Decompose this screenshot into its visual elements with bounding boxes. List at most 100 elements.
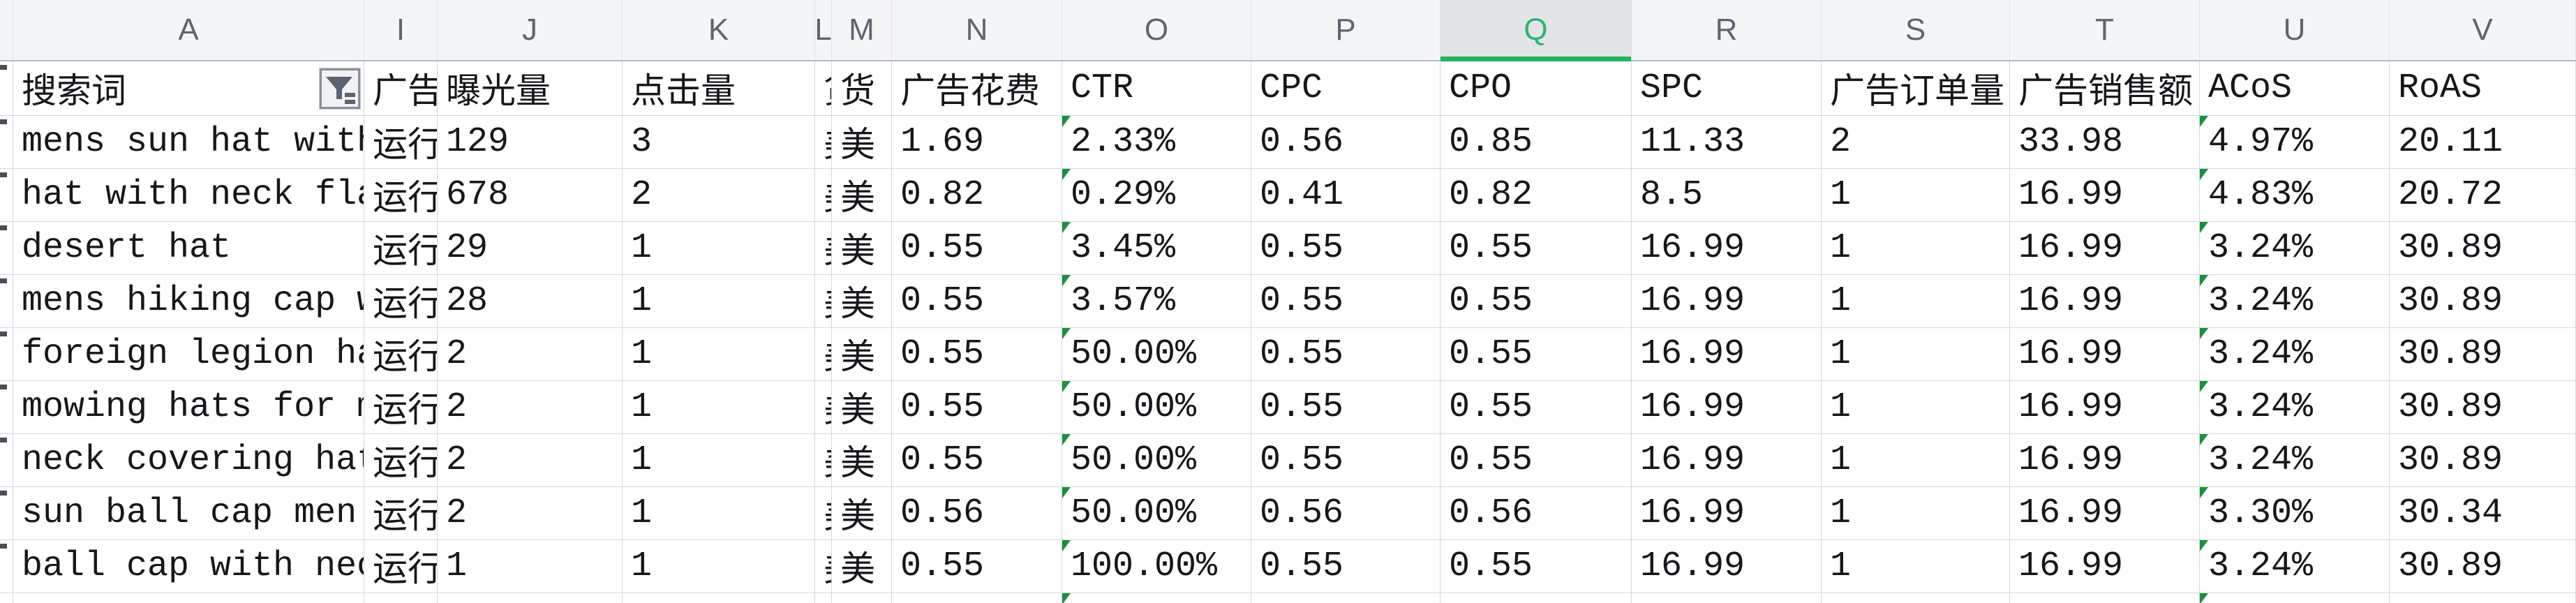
cell-Q2[interactable]: 0.85 [1440,116,1632,168]
cell-U9[interactable]: 3.30% [2200,487,2390,539]
cell-P2[interactable]: 0.56 [1251,116,1440,168]
cell-P6[interactable]: 0.55 [1251,328,1440,380]
cell-I10[interactable]: 运行 [364,540,438,593]
cell-A8[interactable]: neck covering hat [13,434,364,486]
column-header-R[interactable]: R [1632,0,1822,60]
cell-L2[interactable]: 美 [815,116,832,168]
cell-O6[interactable]: 50.00% [1062,328,1251,380]
cell-A5[interactable]: mens hiking cap w [13,275,364,327]
column-header-S[interactable]: S [1822,0,2010,60]
cell-J2[interactable]: 129 [438,116,623,168]
cell-L5[interactable]: 美 [815,275,832,327]
cell-L7[interactable]: 美 [815,381,832,433]
cell-M4[interactable]: 美 [832,222,892,274]
cell-N9[interactable]: 0.56 [892,487,1062,539]
cell-S8[interactable]: 1 [1822,434,2010,486]
cell-V9[interactable]: 30.34 [2390,487,2576,539]
cell-A10[interactable]: ball cap with nec [13,540,364,593]
cell-L9[interactable]: 美 [815,487,832,539]
cell-Q6[interactable]: 0.55 [1440,328,1632,380]
cell-R11[interactable] [1632,593,1822,603]
cell-L11[interactable] [815,593,832,603]
cell-N4[interactable]: 0.55 [892,222,1062,274]
cell-N8[interactable]: 0.55 [892,434,1062,486]
cell-O2[interactable]: 2.33% [1062,116,1251,168]
cell-P1[interactable]: CPC [1251,61,1440,115]
cell-P4[interactable]: 0.55 [1251,222,1440,274]
cell-J7[interactable]: 2 [438,381,623,433]
cell-T6[interactable]: 16.99 [2010,328,2200,380]
cell-P8[interactable]: 0.55 [1251,434,1440,486]
cell-M8[interactable]: 美 [832,434,892,486]
cell-O4[interactable]: 3.45% [1062,222,1251,274]
cell-K5[interactable]: 1 [623,275,815,327]
column-header-O[interactable]: O [1062,0,1251,60]
cell-M7[interactable]: 美 [832,381,892,433]
cell-V5[interactable]: 30.89 [2390,275,2576,327]
cell-J3[interactable]: 678 [438,169,623,221]
cell-S5[interactable]: 1 [1822,275,2010,327]
column-header-K[interactable]: K [623,0,815,60]
cell-P9[interactable]: 0.56 [1251,487,1440,539]
cell-J11[interactable] [438,593,623,603]
cell-I6[interactable]: 运行 [364,328,438,380]
cell-V1[interactable]: RoAS [2390,61,2576,115]
cell-I3[interactable]: 运行 [364,169,438,221]
cell-V7[interactable]: 30.89 [2390,381,2576,433]
cell-M9[interactable]: 美 [832,487,892,539]
cell-O9[interactable]: 50.00% [1062,487,1251,539]
cell-O8[interactable]: 50.00% [1062,434,1251,486]
cell-Q5[interactable]: 0.55 [1440,275,1632,327]
cell-R1[interactable]: SPC [1632,61,1822,115]
cell-S9[interactable]: 1 [1822,487,2010,539]
cell-R7[interactable]: 16.99 [1632,381,1822,433]
column-header-U[interactable]: U [2200,0,2390,60]
column-header-N[interactable]: N [892,0,1062,60]
cell-K9[interactable]: 1 [623,487,815,539]
cell-A6[interactable]: foreign legion ha [13,328,364,380]
cell-M3[interactable]: 美 [832,169,892,221]
cell-S4[interactable]: 1 [1822,222,2010,274]
cell-P7[interactable]: 0.55 [1251,381,1440,433]
cell-T5[interactable]: 16.99 [2010,275,2200,327]
cell-J1[interactable]: 曝光量 [438,61,623,115]
cell-Q10[interactable]: 0.55 [1440,540,1632,593]
cell-M6[interactable]: 美 [832,328,892,380]
cell-J10[interactable]: 1 [438,540,623,593]
column-header-J[interactable]: J [438,0,623,60]
cell-K7[interactable]: 1 [623,381,815,433]
cell-A3[interactable]: hat with neck fla [13,169,364,221]
cell-O11[interactable] [1062,593,1251,603]
cell-M5[interactable]: 美 [832,275,892,327]
cell-L3[interactable]: 美 [815,169,832,221]
cell-N7[interactable]: 0.55 [892,381,1062,433]
cell-I4[interactable]: 运行 [364,222,438,274]
cell-A9[interactable]: sun ball cap men [13,487,364,539]
column-header-V[interactable]: V [2390,0,2576,60]
cell-N11[interactable] [892,593,1062,603]
cell-V2[interactable]: 20.11 [2390,116,2576,168]
cell-K6[interactable]: 1 [623,328,815,380]
cell-K10[interactable]: 1 [623,540,815,593]
cell-R9[interactable]: 16.99 [1632,487,1822,539]
cell-K11[interactable] [623,593,815,603]
cell-V11[interactable] [2390,593,2576,603]
cell-T4[interactable]: 16.99 [2010,222,2200,274]
cell-O7[interactable]: 50.00% [1062,381,1251,433]
cell-U1[interactable]: ACoS [2200,61,2390,115]
cell-R4[interactable]: 16.99 [1632,222,1822,274]
cell-L6[interactable]: 美 [815,328,832,380]
cell-J8[interactable]: 2 [438,434,623,486]
column-header-A[interactable]: A [13,0,364,60]
cell-T8[interactable]: 16.99 [2010,434,2200,486]
cell-R2[interactable]: 11.33 [1632,116,1822,168]
cell-T3[interactable]: 16.99 [2010,169,2200,221]
autofilter-button[interactable] [319,67,361,110]
cell-A2[interactable]: mens sun hat with [13,116,364,168]
cell-R5[interactable]: 16.99 [1632,275,1822,327]
cell-Q11[interactable] [1440,593,1632,603]
cell-T2[interactable]: 33.98 [2010,116,2200,168]
cell-R3[interactable]: 8.5 [1632,169,1822,221]
cell-S6[interactable]: 1 [1822,328,2010,380]
cell-V10[interactable]: 30.89 [2390,540,2576,593]
